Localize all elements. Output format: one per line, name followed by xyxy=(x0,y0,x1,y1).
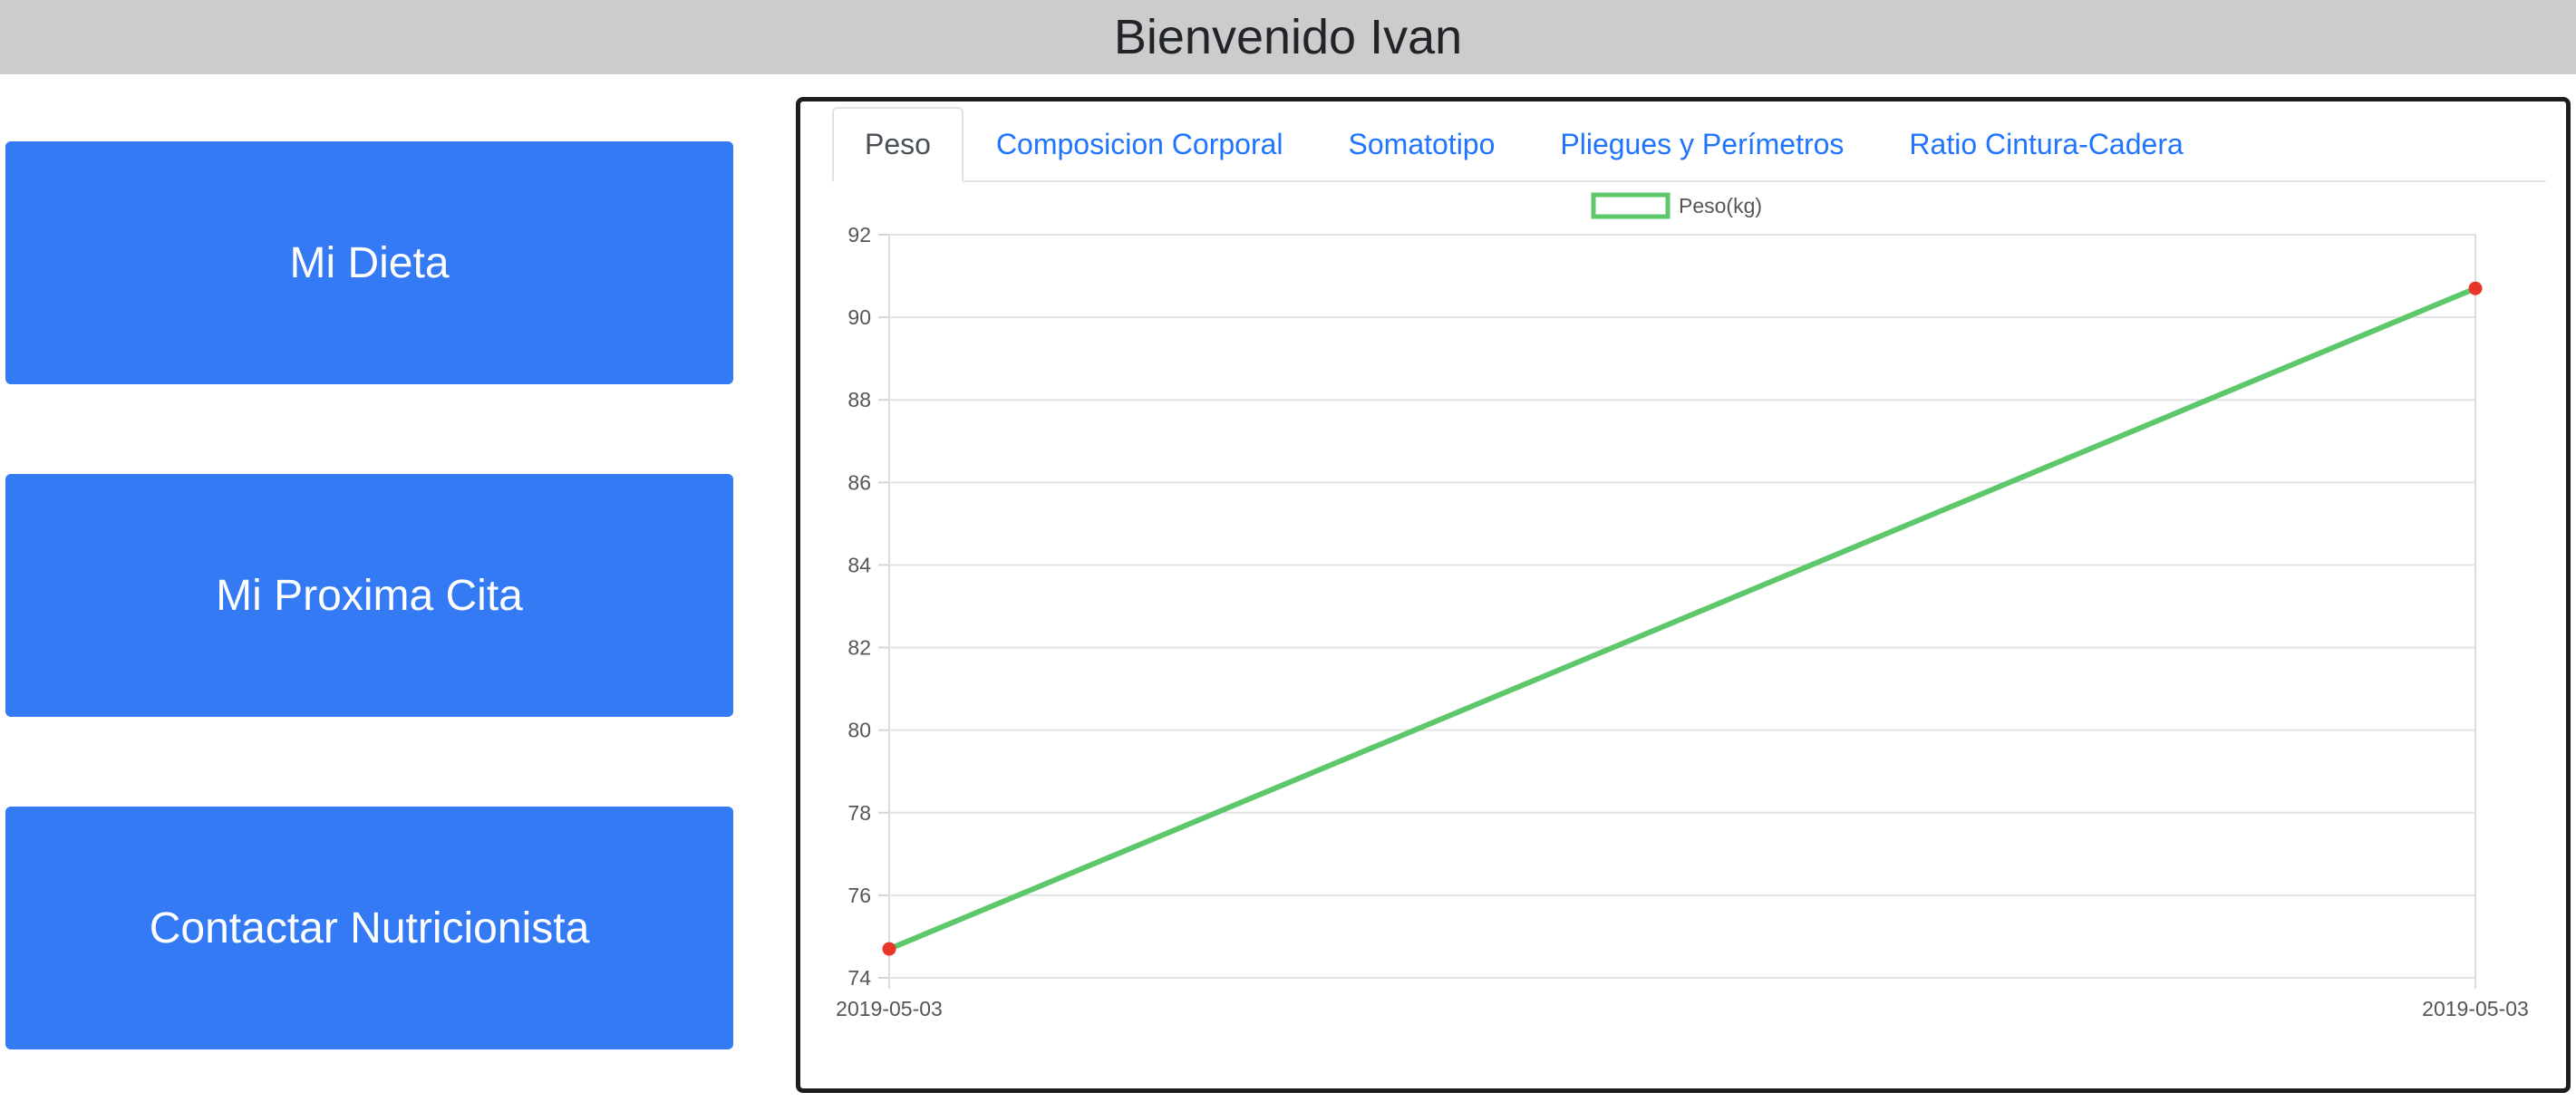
legend-swatch xyxy=(1591,192,1671,219)
y-tick-label: 90 xyxy=(847,305,871,329)
tab-composicion-corporal[interactable]: Composicion Corporal xyxy=(995,128,1283,160)
tab-pliegues-perimetros[interactable]: Pliegues y Perímetros xyxy=(1560,128,1845,160)
tab-bar: Peso Composicion Corporal Somatotipo Pli… xyxy=(832,107,2546,182)
tab-peso[interactable]: Peso xyxy=(832,107,964,182)
y-tick-label: 92 xyxy=(847,223,871,246)
y-tick-label: 80 xyxy=(847,719,871,742)
my-diet-button[interactable]: Mi Dieta xyxy=(5,141,733,384)
x-tick-label: 2019-05-03 xyxy=(836,997,943,1020)
data-point xyxy=(882,942,896,956)
tab-ratio-cintura-cadera[interactable]: Ratio Cintura-Cadera xyxy=(1909,128,2184,160)
series-line xyxy=(887,285,2477,952)
x-tick-label: 2019-05-03 xyxy=(2422,997,2529,1020)
page-header: Bienvenido Ivan xyxy=(0,0,2576,74)
y-tick-label: 86 xyxy=(847,470,871,494)
legend-label: Peso(kg) xyxy=(1679,194,1762,218)
contact-nutritionist-button[interactable]: Contactar Nutricionista xyxy=(5,807,733,1049)
next-appointment-button[interactable]: Mi Proxima Cita xyxy=(5,474,733,717)
progress-panel: Peso Composicion Corporal Somatotipo Pli… xyxy=(796,97,2571,1093)
y-tick-label: 82 xyxy=(847,636,871,660)
y-tick-label: 78 xyxy=(847,801,871,825)
y-tick-label: 76 xyxy=(847,884,871,907)
y-tick-label: 88 xyxy=(847,388,871,411)
page-title: Bienvenido Ivan xyxy=(1113,10,1463,64)
data-point xyxy=(2468,281,2483,295)
tab-somatotipo[interactable]: Somatotipo xyxy=(1348,128,1496,160)
y-tick-label: 74 xyxy=(847,966,871,990)
y-tick-label: 84 xyxy=(847,553,871,576)
